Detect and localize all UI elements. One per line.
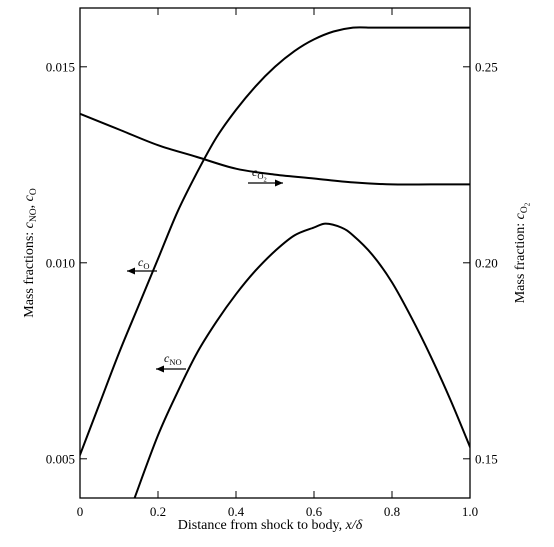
- x-tick-label: 0.6: [306, 504, 323, 519]
- series-line-cO2: [80, 112, 470, 186]
- x-tick-label: 1.0: [462, 504, 478, 519]
- series-line-cO: [80, 26, 470, 456]
- y-left-axis-title: Mass fractions: cNO, cO: [22, 188, 39, 318]
- x-axis-title: Distance from shock to body, x/δ: [178, 518, 363, 533]
- series-layer: [80, 26, 470, 498]
- series-line-cNO: [133, 222, 470, 498]
- curve-label-cNO: cNO: [156, 351, 186, 373]
- y-left-tick-label: 0.005: [46, 451, 75, 466]
- axis-labels-layer: Distance from shock to body, x/δ Mass fra…: [22, 188, 532, 533]
- y-right-axis-title: Mass fraction: cO2: [513, 202, 532, 303]
- x-tick-label: 0.2: [150, 504, 166, 519]
- plot-frame: [79, 7, 471, 499]
- axes-layer: 0 0.2 0.4 0.6 0.8 1.0 0.005 0.010 0.015 0.15 0.20 0…: [46, 7, 498, 519]
- annotation-layer: cO cNO cO2: [127, 165, 283, 373]
- y-right-tick-label: 0.25: [475, 59, 498, 74]
- y-right-tick-label: 0.20: [475, 255, 498, 270]
- x-tick-label: 0.4: [228, 504, 245, 519]
- curve-label-text-cO: cO: [138, 255, 149, 271]
- arrow-head-cO: [127, 267, 135, 275]
- arrow-head-cO2: [275, 179, 283, 187]
- curve-label-cO2: cO2: [248, 165, 283, 187]
- y-left-tick-label: 0.010: [46, 255, 75, 270]
- x-tick-label: 0: [77, 504, 84, 519]
- y-left-tick-label: 0.015: [46, 59, 75, 74]
- arrow-head-cNO: [156, 365, 164, 373]
- y-right-tick-label: 0.15: [475, 451, 498, 466]
- curve-label-text-cNO: cNO: [164, 351, 182, 367]
- curve-label-cO: cO: [127, 255, 157, 275]
- curve-label-text-cO2: cO2: [252, 165, 267, 184]
- x-tick-label: 0.8: [384, 504, 400, 519]
